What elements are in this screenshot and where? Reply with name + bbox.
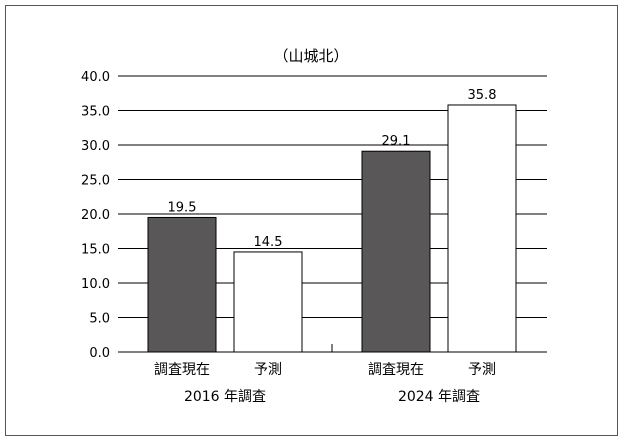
x-category-label: 予測: [468, 362, 496, 378]
y-tick-label: 25.0: [81, 174, 110, 189]
y-tick-label: 10.0: [81, 277, 110, 292]
x-group-label: 2016 年調査: [184, 389, 266, 405]
bar: [447, 104, 517, 353]
x-category-label: 調査現在: [154, 362, 210, 378]
labels: 19.5 調査現在 14.5 予測 2016 年調査 29.1 調査現在 35.8 予測 2024…: [154, 88, 496, 405]
bar: [147, 216, 217, 353]
y-tick-label: 35.0: [81, 105, 110, 120]
bar-value-label: 14.5: [254, 235, 283, 250]
x-category-label: 調査現在: [368, 362, 424, 378]
y-tick-label: 5.0: [89, 312, 110, 327]
y-tick-label: 30.0: [81, 139, 110, 154]
bar-value-label: 35.8: [468, 88, 497, 103]
y-tick-label: 15.0: [81, 243, 110, 258]
bar-value-label: 19.5: [168, 200, 197, 215]
bar: [233, 251, 303, 353]
bars: [147, 104, 517, 353]
y-axis-ticks: 0.0 5.0 10.0 15.0 20.0 25.0 30.0 35.0 40.0: [81, 70, 110, 361]
x-group-label: 2024 年調査: [398, 389, 480, 405]
y-tick-label: 20.0: [81, 208, 110, 223]
bar-value-label: 29.1: [382, 134, 411, 149]
x-category-label: 予測: [254, 362, 282, 378]
bar: [361, 150, 431, 353]
y-tick-label: 0.0: [89, 346, 110, 361]
chart-title: （山城北）: [273, 47, 348, 65]
y-tick-label: 40.0: [81, 70, 110, 85]
